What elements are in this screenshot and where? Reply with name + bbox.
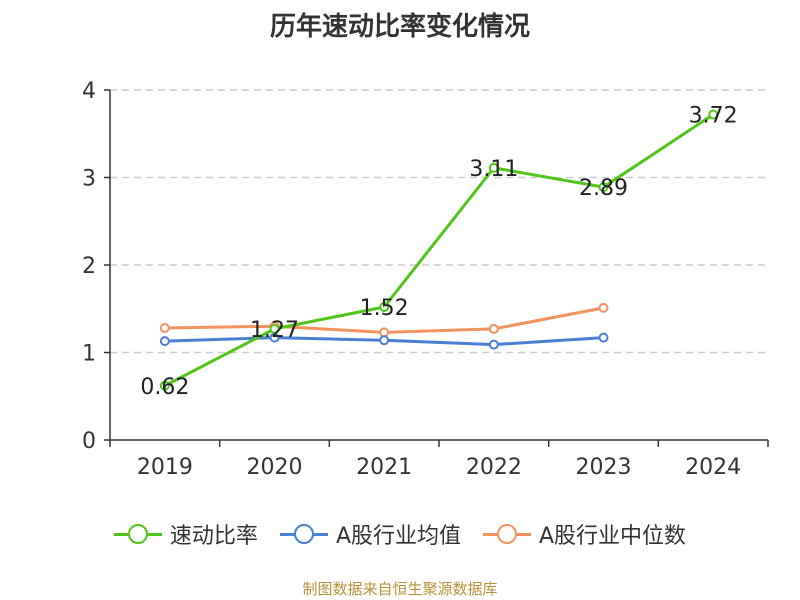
legend-swatch <box>279 524 328 544</box>
data-label: 3.72 <box>689 104 738 129</box>
y-tick-label: 3 <box>82 167 96 192</box>
data-point <box>159 380 170 391</box>
data-point <box>598 332 609 343</box>
y-tick-label: 4 <box>82 79 96 104</box>
y-tick-label: 0 <box>82 429 96 454</box>
legend-item[interactable]: 速动比率 <box>113 518 258 550</box>
data-point <box>488 339 499 350</box>
data-point <box>379 302 390 312</box>
y-tick-label: 1 <box>82 342 96 367</box>
data-point <box>488 162 499 173</box>
data-label: 3.11 <box>469 157 518 182</box>
data-point <box>598 182 609 193</box>
x-tick-label: 2019 <box>137 455 193 480</box>
data-point <box>159 323 170 333</box>
legend: 速动比率 A股行业均值 A股行业中位数 <box>0 518 800 550</box>
data-point <box>488 323 499 334</box>
chart-title: 历年速动比率变化情况 <box>269 12 530 42</box>
x-tick-label: 2024 <box>685 455 741 480</box>
legend-item[interactable]: A股行业中位数 <box>483 518 686 550</box>
data-point <box>379 327 390 338</box>
data-point <box>159 336 170 347</box>
data-point <box>708 109 719 120</box>
data-source-note: 制图数据来自恒生聚源数据库 <box>302 580 498 598</box>
x-tick-label: 2023 <box>576 455 632 480</box>
data-point <box>269 323 280 334</box>
data-point <box>379 335 390 346</box>
data-label: 2.89 <box>579 176 628 201</box>
x-tick-label: 2021 <box>356 455 412 480</box>
legend-item[interactable]: A股行业均值 <box>279 518 461 550</box>
legend-swatch <box>113 524 162 544</box>
legend-swatch <box>483 524 531 544</box>
data-label: 1.52 <box>360 296 409 321</box>
x-tick-label: 2020 <box>247 455 303 480</box>
data-label: 0.62 <box>140 375 189 400</box>
legend-label: A股行业均值 <box>335 524 461 549</box>
legend-label: 速动比率 <box>169 524 258 549</box>
data-point <box>598 302 609 313</box>
y-tick-label: 2 <box>82 254 96 279</box>
data-label: 1.27 <box>250 318 299 343</box>
series-line <box>164 113 714 388</box>
legend-label: A股行业中位数 <box>539 524 687 549</box>
x-tick-label: 2022 <box>466 455 522 480</box>
